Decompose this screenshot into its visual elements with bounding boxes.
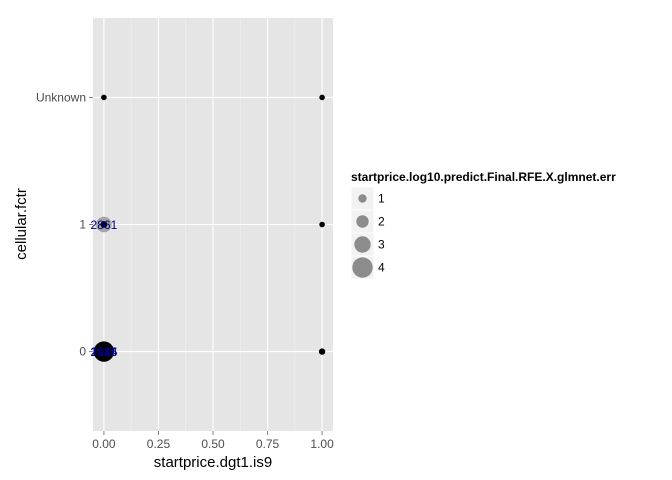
data-point: [101, 94, 107, 101]
data-point: [100, 221, 108, 228]
point-label: 2036: [91, 345, 118, 359]
data-point: [319, 221, 325, 228]
legend-symbol: [356, 215, 369, 228]
y-axis: 0 1 Unknown: [36, 90, 93, 359]
legend-symbol: [358, 194, 367, 203]
x-tick-label: 0.00: [92, 437, 116, 451]
legend-label: 3: [378, 238, 385, 252]
point-label: 2861: [91, 218, 118, 232]
y-tick-label: 1: [79, 218, 86, 232]
legend-symbol: [352, 257, 373, 278]
size-legend: startprice.log10.predict.Final.RFE.X.glm…: [350, 170, 616, 280]
legend-label: 4: [378, 261, 385, 275]
major-gridlines: [93, 18, 333, 431]
x-axis-title: startprice.dgt1.is9: [154, 454, 272, 471]
point-label: 1925: [91, 345, 118, 359]
legend-symbol: [354, 236, 371, 253]
data-point: [319, 94, 325, 101]
x-tick-label: 0.75: [256, 437, 280, 451]
y-tick-label: 0: [79, 345, 86, 359]
x-axis: 0.00 0.25 0.50 0.75 1.00: [92, 431, 334, 451]
x-tick-label: 1.00: [310, 437, 334, 451]
y-axis-title: cellular.fctr: [13, 188, 30, 260]
legend-title: startprice.log10.predict.Final.RFE.X.glm…: [351, 170, 616, 184]
y-tick-label: Unknown: [36, 90, 86, 104]
data-point: [319, 348, 325, 355]
legend-label: 2: [378, 215, 385, 229]
point-label: 2144: [91, 345, 118, 359]
data-points: [93, 94, 326, 362]
x-tick-label: 0.25: [147, 437, 171, 451]
legend-label: 1: [378, 192, 385, 206]
x-tick-label: 0.50: [201, 437, 225, 451]
data-point: [95, 343, 113, 360]
